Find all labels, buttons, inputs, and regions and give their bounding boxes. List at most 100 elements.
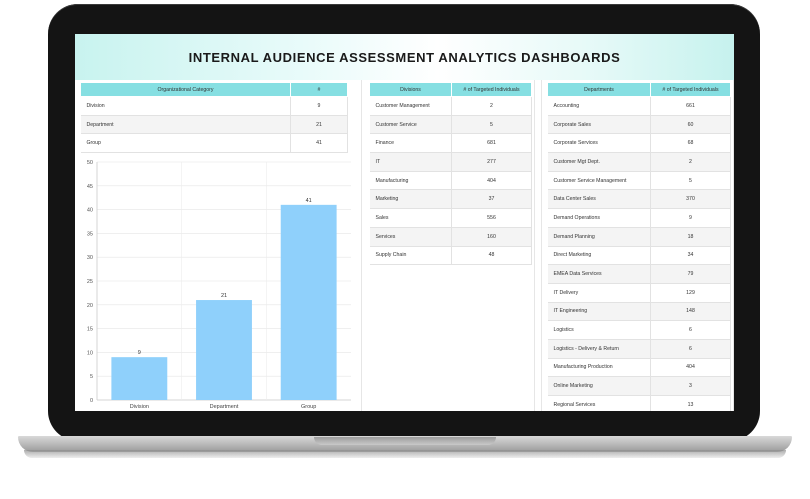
department-row[interactable]: Accounting 661 — [547, 96, 731, 116]
division-row-label: Customer Service — [369, 115, 452, 135]
department-row[interactable]: Customer Service Management 5 — [547, 171, 731, 191]
y-tick-label: 50 — [87, 160, 93, 166]
org-row-value: 41 — [290, 133, 348, 154]
department-row-value: 129 — [650, 283, 731, 303]
department-row-label: Demand Planning — [547, 227, 651, 247]
department-row-value: 148 — [650, 302, 731, 322]
table-row[interactable]: Group 41 — [80, 133, 348, 154]
y-tick-label: 10 — [87, 350, 93, 356]
department-row[interactable]: IT Engineering 148 — [547, 302, 731, 322]
department-row[interactable]: Logistics 6 — [547, 320, 731, 340]
divisions-col-count-header: # of Targeted Individuals — [451, 82, 532, 97]
chart-bar[interactable] — [280, 204, 337, 400]
department-row[interactable]: Demand Planning 18 — [547, 227, 731, 247]
department-row-value: 370 — [650, 189, 731, 210]
department-row[interactable]: Regional Services 13 — [547, 395, 731, 411]
division-row-value: 160 — [451, 227, 532, 247]
division-row-label: Supply Chain — [369, 246, 452, 266]
org-category-table: Organizational Category # Division 9 Depa… — [80, 82, 348, 154]
division-row-value: 5 — [451, 115, 532, 135]
division-row-label: Services — [369, 227, 452, 247]
division-row[interactable]: Manufacturing 404 — [369, 171, 532, 191]
division-row[interactable]: Marketing 37 — [369, 189, 532, 210]
department-row[interactable]: Logistics - Delivery & Return 6 — [547, 339, 731, 359]
department-row-value: 60 — [650, 115, 731, 135]
x-tick-label: Group — [301, 404, 316, 410]
divisions-col-name-header: Divisions — [369, 82, 452, 97]
division-row[interactable]: Customer Management 2 — [369, 96, 532, 116]
y-tick-label: 25 — [87, 279, 93, 285]
org-col-count-header: # — [290, 82, 348, 97]
department-row[interactable]: Direct Marketing 34 — [547, 246, 731, 266]
department-row[interactable]: Corporate Services 68 — [547, 133, 731, 154]
laptop-base-shadow — [24, 450, 786, 458]
y-tick-label: 0 — [90, 398, 93, 404]
department-row[interactable]: Customer Mgt Dept. 2 — [547, 152, 731, 172]
division-row-value: 681 — [451, 133, 532, 154]
divisions-panel — [361, 80, 535, 411]
y-tick-label: 45 — [87, 184, 93, 190]
department-row-label: Direct Marketing — [547, 246, 651, 266]
departments-col-name-header: Departments — [547, 82, 651, 97]
division-row[interactable]: Services 160 — [369, 227, 532, 247]
departments-table: Departments # of Targeted Individuals Ac… — [547, 82, 731, 411]
department-row-label: Manufacturing Production — [547, 358, 651, 378]
department-row-value: 6 — [650, 320, 731, 340]
y-tick-label: 30 — [87, 255, 93, 261]
division-row-label: Manufacturing — [369, 171, 452, 191]
y-tick-label: 40 — [87, 208, 93, 214]
departments-panel — [541, 80, 734, 411]
division-row-value: 2 — [451, 96, 532, 116]
division-row-label: Customer Management — [369, 96, 452, 116]
division-row[interactable]: Supply Chain 48 — [369, 246, 532, 266]
bar-value-label: 9 — [138, 350, 141, 356]
department-row-label: IT Engineering — [547, 302, 651, 322]
division-row-label: Marketing — [369, 189, 452, 210]
laptop-screen: INTERNAL AUDIENCE ASSESSMENT ANALYTICS D… — [75, 34, 734, 411]
division-row-value: 556 — [451, 208, 532, 228]
org-row-label: Group — [80, 133, 291, 154]
bar-value-label: 41 — [306, 198, 312, 204]
department-row-label: Data Center Sales — [547, 189, 651, 210]
division-row-value: 277 — [451, 152, 532, 172]
department-row[interactable]: Online Marketing 3 — [547, 376, 731, 396]
chart-bar[interactable] — [196, 300, 252, 400]
department-row-value: 34 — [650, 246, 731, 266]
y-tick-label: 15 — [87, 327, 93, 333]
department-row-label: Accounting — [547, 96, 651, 116]
y-tick-label: 5 — [90, 374, 93, 380]
department-row-label: EMEA Data Services — [547, 264, 651, 284]
divisions-table: Divisions # of Targeted Individuals Cust… — [369, 82, 532, 266]
department-row[interactable]: Demand Operations 9 — [547, 208, 731, 228]
org-row-label: Division — [80, 96, 291, 116]
division-row-label: IT — [369, 152, 452, 172]
org-col-category-header: Organizational Category — [80, 82, 291, 97]
table-row[interactable]: Department 21 — [80, 115, 348, 135]
table-row[interactable]: Division 9 — [80, 96, 348, 116]
department-row-value: 404 — [650, 358, 731, 378]
division-row-value: 37 — [451, 189, 532, 210]
division-row[interactable]: Finance 681 — [369, 133, 532, 154]
department-row-label: Online Marketing — [547, 376, 651, 396]
department-row[interactable]: EMEA Data Services 79 — [547, 264, 731, 284]
division-row[interactable]: IT 277 — [369, 152, 532, 172]
department-row-label: Regional Services — [547, 395, 651, 411]
department-row-value: 9 — [650, 208, 731, 228]
department-row-label: IT Delivery — [547, 283, 651, 303]
x-tick-label: Department — [210, 404, 239, 410]
division-row[interactable]: Sales 556 — [369, 208, 532, 228]
department-row-value: 3 — [650, 376, 731, 396]
chart-bar[interactable] — [111, 357, 168, 400]
department-row-value: 5 — [650, 171, 731, 191]
department-row-value: 2 — [650, 152, 731, 172]
department-row[interactable]: Corporate Sales 60 — [547, 115, 731, 135]
department-row[interactable]: IT Delivery 129 — [547, 283, 731, 303]
department-row-label: Customer Service Management — [547, 171, 651, 191]
departments-col-count-header: # of Targeted Individuals — [650, 82, 731, 97]
department-row-label: Logistics — [547, 320, 651, 340]
division-row[interactable]: Customer Service 5 — [369, 115, 532, 135]
department-row-label: Logistics - Delivery & Return — [547, 339, 651, 359]
department-row[interactable]: Manufacturing Production 404 — [547, 358, 731, 378]
department-row[interactable]: Data Center Sales 370 — [547, 189, 731, 210]
